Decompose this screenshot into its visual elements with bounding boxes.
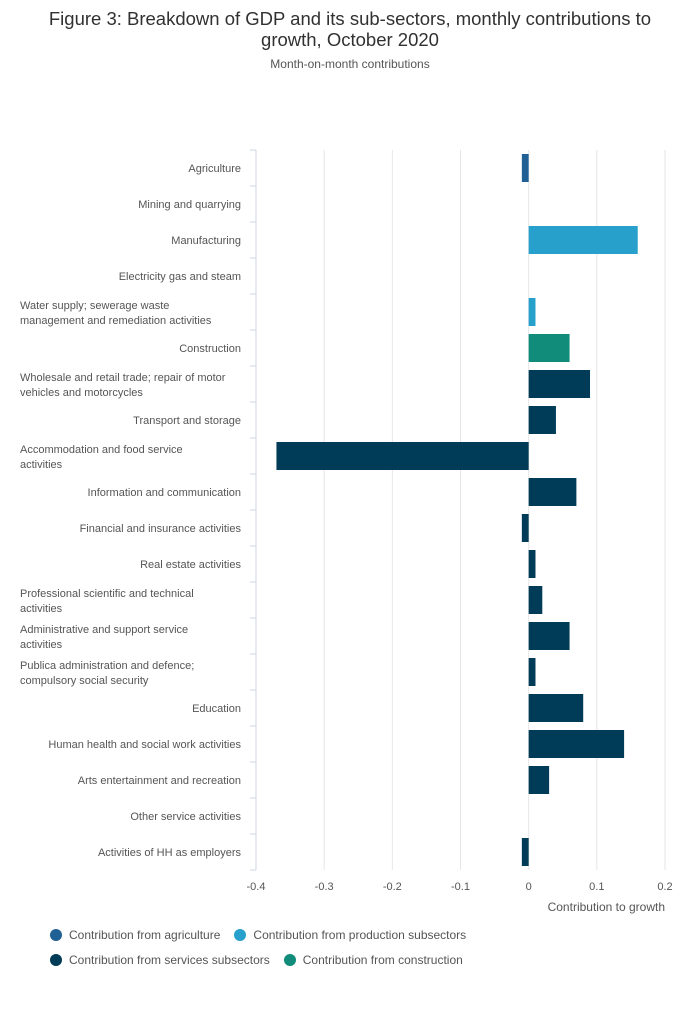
legend-dot-agriculture <box>50 928 62 941</box>
bar-services <box>528 694 584 722</box>
bar-services <box>528 730 625 758</box>
y-tick-label: management and remediation activities <box>20 315 212 327</box>
y-tick-label: Accommodation and food service <box>20 444 183 456</box>
y-tick-label: Manufacturing <box>171 235 241 247</box>
bar-services <box>521 838 529 866</box>
bar-services <box>521 514 529 542</box>
bar-services <box>528 586 543 614</box>
legend-label-construction: Contribution from construction <box>302 952 463 967</box>
y-tick-label: Activities of HH as employers <box>98 847 242 859</box>
bar-services <box>276 442 529 470</box>
bar-chart: -0.4 -0.3 -0.2 -0.1 0 0.1 0.2 Agriculture Mining… <box>20 149 673 914</box>
legend-item-construction[interactable]: Contribution from construction <box>283 952 463 967</box>
bar-services <box>528 550 536 578</box>
y-tick-label: Water supply; sewerage waste <box>20 300 169 312</box>
legend-row: Contribution from services subsectors Co… <box>50 951 670 968</box>
y-tick-label: Wholesale and retail trade; repair of mo… <box>20 372 226 384</box>
y-tick-label: Real estate activities <box>140 559 241 571</box>
bar-production <box>528 298 536 326</box>
y-tick-label: Construction <box>179 343 241 355</box>
x-tick-label: 0.2 <box>657 881 672 893</box>
y-tick-label: Human health and social work activities <box>48 739 241 751</box>
bar-services <box>528 478 577 506</box>
x-tick-label: -0.1 <box>451 881 470 893</box>
x-tick-label: -0.4 <box>247 881 266 893</box>
legend-label-services: Contribution from services subsectors <box>69 952 270 967</box>
legend-item-production[interactable]: Contribution from production subsectors <box>234 928 466 942</box>
bar-services <box>528 658 536 686</box>
y-tick-label: Publica administration and defence; <box>20 660 194 672</box>
x-axis-title: Contribution to growth <box>548 900 665 914</box>
chart-legend: Contribution from agriculture Contributi… <box>50 926 670 976</box>
x-tick-label: -0.3 <box>315 881 334 893</box>
bar-services <box>528 766 550 794</box>
legend-row: Contribution from agriculture Contributi… <box>50 926 670 943</box>
legend-dot-production <box>234 928 247 941</box>
y-tick-label: Mining and quarrying <box>138 199 241 211</box>
y-tick-label: Electricity gas and steam <box>119 271 241 283</box>
y-tick-label: Financial and insurance activities <box>80 523 242 535</box>
y-tick-label: vehicles and motorcycles <box>20 387 143 399</box>
legend-label-agriculture: Contribution from agriculture <box>69 927 221 942</box>
x-tick-label: 0.1 <box>589 881 604 893</box>
y-tick-label: Education <box>192 703 241 715</box>
y-tick-label: Administrative and support service <box>20 624 188 636</box>
legend-item-services[interactable]: Contribution from services subsectors <box>50 953 270 967</box>
y-tick-label: Information and communication <box>88 487 241 499</box>
y-tick-label: Transport and storage <box>133 415 241 427</box>
y-tick-label: activities <box>20 639 63 651</box>
y-tick-label: Professional scientific and technical <box>20 588 194 600</box>
legend-item-agriculture[interactable]: Contribution from agriculture <box>50 928 220 942</box>
x-tick-label: -0.2 <box>383 881 402 893</box>
legend-label-production: Contribution from production subsectors <box>253 927 467 942</box>
y-tick-label: compulsory social security <box>20 675 149 687</box>
bar-services <box>528 622 570 650</box>
y-tick-label: activities <box>20 603 63 615</box>
bar-construction <box>528 334 570 362</box>
legend-dot-construction <box>283 953 296 966</box>
legend-dot-services <box>50 953 62 966</box>
x-tick-label: 0 <box>526 881 532 893</box>
bar-agriculture <box>521 154 529 182</box>
bar-production <box>528 226 638 254</box>
y-tick-label: activities <box>20 459 63 471</box>
chart-subtitle: Month-on-month contributions <box>270 57 430 71</box>
y-tick-label: Other service activities <box>130 811 241 823</box>
y-tick-label: Agriculture <box>188 163 241 175</box>
y-tick-label: Arts entertainment and recreation <box>78 775 241 787</box>
bar-services <box>528 406 556 434</box>
bar-services <box>528 370 591 398</box>
chart-title: Figure 3: Breakdown of GDP and its sub-s… <box>48 8 652 50</box>
